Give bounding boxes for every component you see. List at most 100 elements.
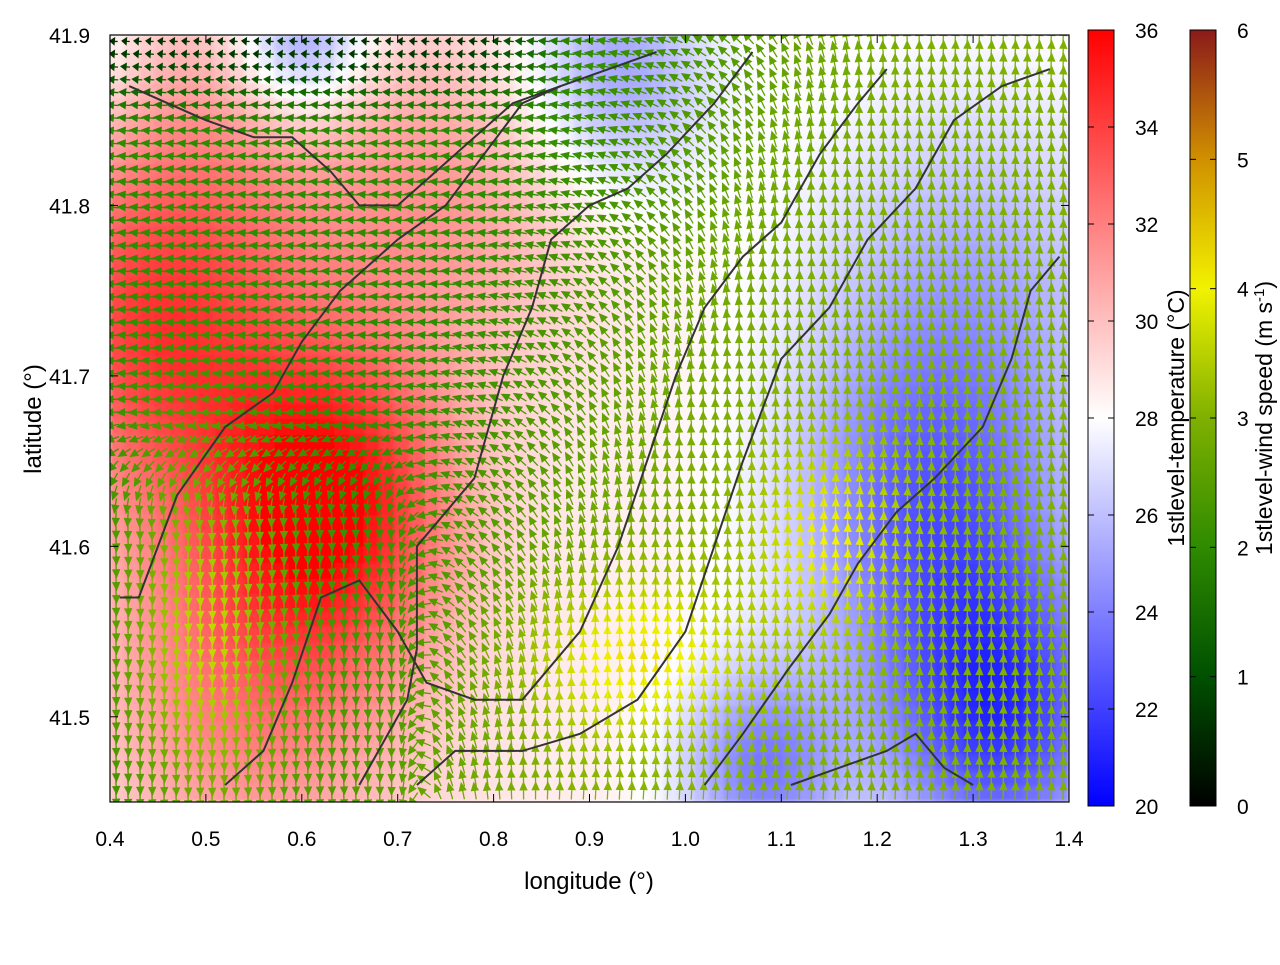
temperature-cell — [648, 513, 665, 531]
temperature-cell — [603, 210, 620, 228]
temperature-cell — [214, 497, 231, 515]
temperature-cell — [933, 577, 950, 595]
temperature-cell — [424, 290, 441, 308]
temperature-cell — [1053, 194, 1069, 212]
temperature-cell — [349, 529, 366, 547]
temperature-cell — [274, 98, 291, 116]
temperature-cell — [993, 641, 1010, 659]
plot-area — [109, 34, 1070, 803]
temperature-cell — [334, 226, 351, 244]
temperature-cell — [559, 290, 576, 308]
temperature-cell — [154, 66, 171, 84]
temperature-cell — [529, 210, 546, 228]
temperature-cell — [274, 66, 291, 84]
temperature-cell — [394, 66, 411, 84]
temperature-cell — [304, 290, 321, 308]
temperature-cell — [244, 290, 261, 308]
temperature-cell — [199, 35, 216, 52]
temperature-cell — [469, 338, 486, 356]
temperature-cell — [933, 769, 950, 787]
temperature-cell — [454, 402, 471, 419]
temperature-cell — [589, 146, 605, 164]
temperature-cell — [903, 226, 920, 244]
temperature-cell — [574, 130, 590, 148]
temperature-cell — [484, 258, 501, 276]
temperature-cell — [454, 338, 471, 356]
temperature-cell — [484, 513, 501, 531]
temperature-cell — [843, 226, 860, 244]
temperature-cell — [214, 274, 231, 292]
temperature-cell — [409, 274, 426, 292]
temperature-cell — [514, 146, 531, 164]
temperature-cell — [469, 210, 486, 228]
temperature-cell — [214, 753, 231, 771]
temperature-cell — [529, 705, 546, 723]
temperature-cell — [229, 753, 246, 771]
temperature-cell — [693, 737, 710, 755]
temperature-cell — [169, 753, 186, 771]
temperature-cell — [559, 418, 576, 435]
temperature-cell — [229, 561, 246, 579]
temperature-cell — [1053, 513, 1069, 531]
temperature-cell — [319, 35, 336, 52]
temperature-cell — [334, 82, 351, 100]
temperature-cell — [873, 609, 890, 627]
temperature-cell — [229, 609, 246, 627]
temperature-cell — [289, 210, 306, 228]
temperature-cell — [364, 98, 381, 116]
temperature-cell — [424, 322, 441, 340]
temperature-cell — [274, 274, 291, 292]
temperature-cell — [184, 290, 201, 308]
temperature-cell — [259, 35, 276, 52]
temperature-cell — [873, 418, 890, 435]
temperature-cell — [873, 130, 890, 148]
temperature-cell — [154, 82, 171, 100]
temperature-cell — [783, 354, 800, 372]
temperature-cell — [154, 593, 171, 611]
temperature-cell — [454, 290, 471, 308]
temperature-cell — [424, 481, 441, 499]
temperature-cell — [229, 545, 246, 563]
temperature-cell — [993, 769, 1010, 787]
temperature-cell — [1023, 545, 1040, 563]
temperature-cell — [110, 338, 126, 356]
temperature-cell — [454, 721, 471, 739]
temperature-cell — [993, 322, 1010, 340]
temperature-cell — [933, 705, 950, 723]
temperature-cell — [424, 386, 441, 404]
temperature-cell — [574, 146, 590, 164]
temperature-cell — [963, 737, 980, 755]
temperature-cell — [124, 162, 141, 180]
temperature-cell — [514, 82, 531, 100]
temperature-cell — [454, 82, 471, 100]
temperature-cell — [933, 258, 950, 276]
temperature-cell — [274, 226, 291, 244]
temperature-cell — [394, 354, 411, 372]
temperature-cell — [364, 162, 381, 180]
temperature-cell — [154, 561, 171, 579]
temperature-cell — [783, 737, 800, 755]
temperature-cell — [933, 322, 950, 340]
temperature-cell — [753, 769, 770, 787]
temperature-cell — [349, 338, 366, 356]
temperature-cell — [454, 322, 471, 340]
temperature-cell — [693, 545, 710, 563]
temperature-cell — [933, 66, 950, 84]
temperature-cell — [110, 146, 126, 164]
temperature-cell — [154, 162, 171, 180]
temperature-cell — [154, 146, 171, 164]
temperature-cell — [244, 433, 261, 451]
temperature-cell — [289, 146, 306, 164]
temperature-cell — [394, 162, 411, 180]
temperature-cell — [154, 226, 171, 244]
temperature-cell — [559, 577, 576, 595]
temperature-cell — [873, 258, 890, 276]
temperature-cell — [499, 737, 516, 755]
temperature-cell — [334, 433, 351, 451]
temperature-cell — [514, 705, 531, 723]
temperature-cell — [843, 290, 860, 308]
temperature-cell — [1023, 226, 1040, 244]
temperature-cell — [454, 98, 471, 116]
temperature-cell — [499, 433, 516, 451]
temperature-cell — [963, 290, 980, 308]
